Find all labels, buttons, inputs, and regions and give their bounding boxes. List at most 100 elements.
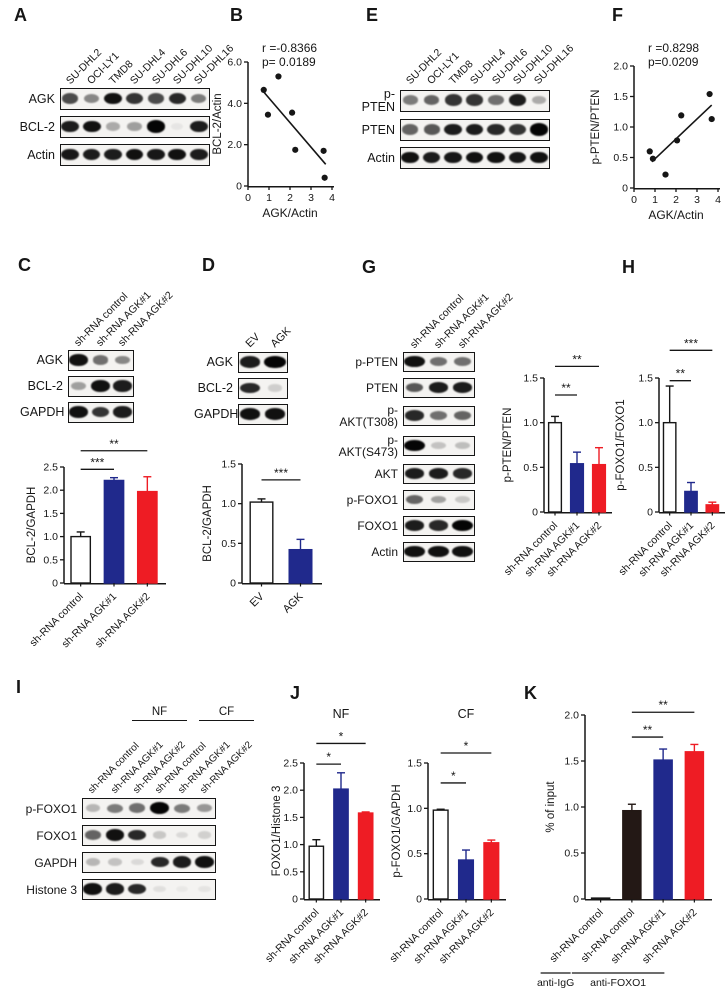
protein-band (69, 354, 88, 366)
bar (547, 421, 563, 513)
blot-strip (68, 376, 134, 397)
y-tick-label: 0.5 (407, 848, 422, 860)
blot-strip (403, 464, 475, 484)
protein-band (106, 122, 120, 131)
trend-line (651, 104, 713, 163)
lane-labels: EV AGK (194, 310, 348, 352)
protein-band (239, 356, 261, 368)
panel-i-western-blot: NF CF sh-RNA control sh-RNA AGK#1 sh-RNA AGK… (16, 706, 276, 906)
bar (103, 479, 125, 584)
bar (357, 812, 374, 900)
y-axis-label: FOXO1/Histone 3 (271, 786, 283, 877)
data-point (706, 90, 713, 98)
significance-stars: ** (572, 352, 582, 366)
blot-row-label: PTEN (365, 381, 398, 395)
y-tick-label: 1.0 (638, 417, 653, 429)
y-tick-label: 2.0 (43, 485, 58, 497)
correlation-annotation: r =-0.8366 (262, 41, 317, 55)
blot-row-p-PTEN: p-PTEN (330, 352, 535, 372)
protein-band (239, 382, 261, 394)
protein-band (405, 382, 424, 393)
significance-stars: *** (274, 466, 288, 480)
protein-band (428, 382, 449, 393)
data-point (678, 112, 685, 119)
protein-band (153, 885, 167, 893)
protein-band (62, 93, 79, 104)
protein-band (486, 151, 505, 164)
protein-band (430, 495, 447, 504)
protein-band (508, 94, 527, 106)
bar (622, 809, 642, 900)
protein-band (264, 408, 286, 420)
protein-band (404, 468, 425, 479)
blot-row-label: AGK (206, 355, 233, 370)
blot-row-AGK: AGK (194, 352, 348, 373)
protein-band (529, 123, 548, 136)
protein-band (423, 124, 440, 135)
data-point (708, 115, 715, 123)
bar-label: sh-RNA control (547, 907, 605, 965)
blot-row-label: BCL-2 (27, 379, 63, 394)
y-tick-label: 1.5 (523, 373, 538, 385)
blot-row-label: p-FOXO1 (25, 801, 77, 816)
blot-row-label: AGK (28, 91, 55, 106)
y-tick-label: 1.0 (613, 122, 628, 134)
protein-band (69, 406, 88, 418)
protein-band (175, 831, 189, 839)
correlation-annotation: p= 0.0189 (262, 55, 316, 69)
protein-band (423, 94, 440, 105)
bar (308, 845, 325, 900)
protein-band (168, 92, 186, 105)
blot-row-label: Actin (367, 150, 395, 165)
blot-row-p-PTEN: p-PTEN (352, 88, 610, 113)
chart-title: CF (458, 707, 475, 721)
blot-row-Actin: Actin (330, 542, 535, 562)
bar (590, 897, 611, 900)
protein-band (83, 883, 102, 895)
blot-row-GAPDH: GAPDH (194, 404, 348, 425)
blot-row-FOXO1: FOXO1 (330, 516, 535, 536)
protein-band (452, 382, 473, 393)
protein-band (429, 411, 448, 420)
blot-strip (238, 404, 288, 425)
blot-strip (403, 352, 475, 372)
blot-row-label: Actin (371, 545, 398, 559)
panel-h-bar-chart-ppten: 0 0.5 1.0 1.5 p-PTEN/PTEN sh-RNA control sh-RN… (502, 328, 616, 604)
x-tick-label: 4 (329, 192, 335, 204)
blot-row-PTEN: PTEN (330, 378, 535, 398)
data-point (260, 86, 267, 93)
blot-row-Actin: Actin (352, 147, 610, 169)
significance-stars: ** (658, 698, 668, 712)
significance-stars: ** (561, 381, 571, 395)
protein-band (401, 151, 420, 164)
panel-j-letter: J (290, 683, 301, 703)
x-axis-label: AGK/Actin (648, 208, 703, 222)
bar-label: EV (248, 590, 267, 609)
protein-band (171, 122, 184, 131)
protein-band (150, 802, 170, 814)
y-tick-label: 0.5 (43, 554, 58, 566)
protein-band (113, 380, 132, 392)
protein-band (428, 546, 449, 557)
blot-row-label: BCL-2 (19, 119, 55, 134)
x-tick-label: 0 (631, 194, 637, 206)
data-point (321, 174, 328, 181)
bar (333, 788, 349, 900)
y-tick-label: 2.5 (283, 758, 298, 770)
panel-d-letter: D (202, 255, 215, 275)
blot-strip (60, 88, 210, 110)
panel-k-bar-chart-chip: 0 0.5 1.0 1.5 2.0% of input sh-RNA control sh-… (520, 692, 728, 998)
protein-band (404, 520, 425, 531)
protein-band (71, 381, 86, 391)
blot-row-Actin: Actin (14, 144, 270, 166)
y-tick-label: 6.0 (227, 57, 242, 69)
x-tick-label: 0 (245, 192, 251, 204)
panel-i-letter: I (16, 677, 22, 697)
protein-band (465, 123, 484, 136)
protein-band (402, 95, 418, 105)
protein-band (113, 406, 132, 418)
blot-row-label: p-AKT(T308) (339, 403, 398, 429)
y-tick-label: 1.5 (221, 459, 236, 471)
protein-band (105, 883, 125, 895)
